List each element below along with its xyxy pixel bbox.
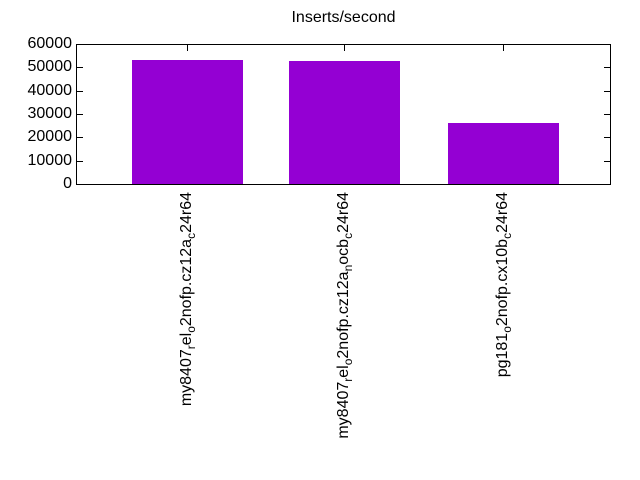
y-tick-label: 10000 xyxy=(27,152,73,169)
x-label-subscript: c xyxy=(341,232,356,239)
y-tick-mark-right xyxy=(604,44,610,45)
x-label-subscript: o xyxy=(184,326,199,333)
bar xyxy=(132,60,243,184)
plot-border-right xyxy=(610,44,611,185)
x-label-subscript: o xyxy=(500,326,515,333)
y-tick-label: 60000 xyxy=(27,35,73,52)
y-tick-mark-right xyxy=(604,114,610,115)
x-label-text: 2nofp.cx10b xyxy=(494,238,511,327)
plot-border-left xyxy=(76,44,77,185)
y-tick-mark-right xyxy=(604,67,610,68)
x-tick-label: pg181o2nofp.cx10bc24r64 xyxy=(494,192,515,378)
y-tick-label: 40000 xyxy=(27,82,73,99)
y-tick-mark-left xyxy=(77,161,83,162)
y-tick-mark-left xyxy=(77,184,83,185)
x-tick-label: my8407relo2nofp.cz12anocbc24r64 xyxy=(335,192,356,439)
chart-title: Inserts/second xyxy=(291,9,396,26)
x-tick-mark-top xyxy=(344,45,345,51)
x-label-subscript: n xyxy=(341,264,356,272)
plot-border-bottom xyxy=(76,184,611,185)
x-label-subscript: r xyxy=(341,377,356,382)
x-tick-label: my8407relo2nofp.cz12ac24r64 xyxy=(178,192,199,407)
y-tick-mark-left xyxy=(77,44,83,45)
x-label-subscript: r xyxy=(184,345,199,350)
y-tick-label: 50000 xyxy=(27,58,73,75)
plot-border-top xyxy=(76,44,611,45)
x-label-text: 2nofp.cz12a xyxy=(335,271,352,359)
y-tick-mark-left xyxy=(77,114,83,115)
y-tick-mark-left xyxy=(77,91,83,92)
bar xyxy=(289,61,400,184)
x-label-subscript: c xyxy=(500,232,515,239)
bar xyxy=(448,123,559,184)
x-label-text: 24r64 xyxy=(335,192,352,233)
x-label-subscript: c xyxy=(184,232,199,239)
x-label-text: pg181 xyxy=(494,332,511,378)
x-label-text: 2nofp.cz12a xyxy=(178,238,195,327)
y-tick-mark-right xyxy=(604,91,610,92)
x-label-text: ocb xyxy=(335,238,352,265)
y-tick-mark-right xyxy=(604,137,610,138)
x-label-subscript: o xyxy=(341,358,356,366)
y-tick-mark-right xyxy=(604,184,610,185)
x-tick-mark-top xyxy=(503,45,504,51)
y-tick-label: 30000 xyxy=(27,105,73,122)
x-label-text: 24r64 xyxy=(178,192,195,233)
x-label-text: el xyxy=(335,365,352,378)
x-label-text: 24r64 xyxy=(494,192,511,233)
y-tick-label: 0 xyxy=(63,175,72,192)
x-tick-mark-top xyxy=(187,45,188,51)
x-label-text: my8407 xyxy=(178,349,195,407)
y-tick-mark-right xyxy=(604,161,610,162)
y-tick-mark-left xyxy=(77,137,83,138)
plot-area xyxy=(76,44,611,185)
y-tick-mark-left xyxy=(77,67,83,68)
x-label-text: el xyxy=(178,332,195,346)
y-tick-label: 20000 xyxy=(27,128,73,145)
x-label-text: my8407 xyxy=(335,381,352,439)
